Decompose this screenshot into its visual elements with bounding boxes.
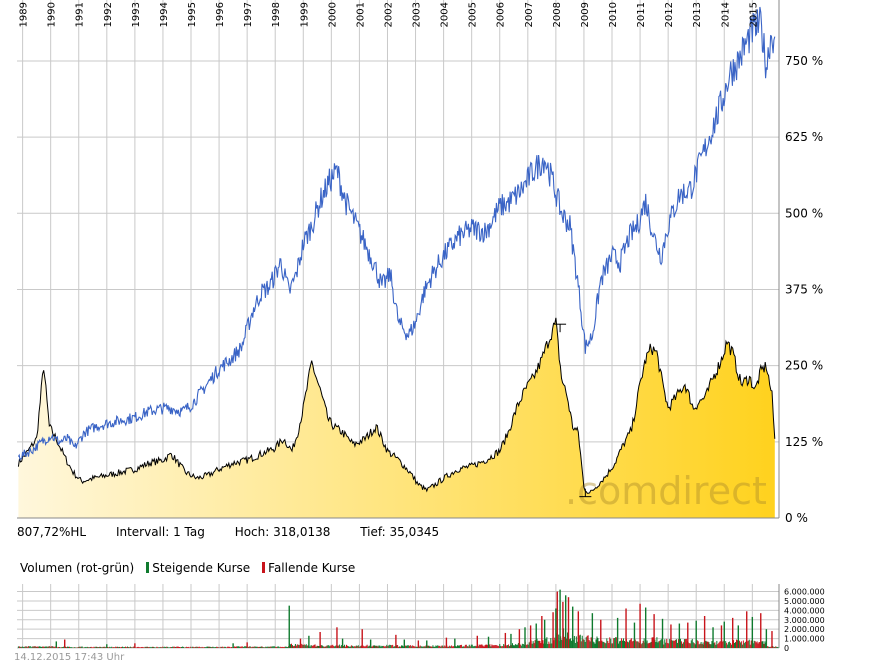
volume-tick-label: 6.000.000	[784, 588, 825, 597]
volume-tick-label: 5.000.000	[784, 597, 825, 606]
y-tick-label: 125 %	[785, 435, 823, 449]
x-tick-label: 1993	[131, 2, 142, 27]
x-tick-label: 2007	[524, 2, 535, 27]
x-tick-label: 1995	[187, 2, 198, 27]
high-value: Hoch: 318,0138	[234, 525, 331, 539]
x-tick-label: 2008	[552, 2, 563, 27]
chart-info-row: 807,72%HL Intervall: 1 Tag Hoch: 318,013…	[17, 525, 465, 539]
x-tick-label: 1997	[243, 2, 254, 27]
x-tick-label: 1999	[299, 2, 310, 27]
x-tick-label: 2012	[664, 2, 675, 27]
x-tick-label: 2010	[608, 2, 619, 27]
x-tick-label: 2004	[440, 2, 451, 27]
x-tick-label: 1994	[159, 2, 170, 27]
volume-title: Volumen (rot-grün)	[20, 561, 135, 575]
x-tick-label: 2006	[496, 2, 507, 27]
timestamp: 14.12.2015 17:43 Uhr	[14, 652, 125, 663]
x-tick-label: 2005	[468, 2, 479, 27]
x-tick-label: 2009	[580, 2, 591, 27]
x-tick-label: 2002	[383, 2, 394, 27]
low-value: Tief: 35,0345	[360, 525, 440, 539]
x-tick-label: 2013	[692, 2, 703, 27]
y-tick-label: 250 %	[785, 359, 823, 373]
rising-marker	[146, 562, 150, 573]
volume-chart: 6.000.0005.000.0004.000.0003.000.0002.00…	[17, 584, 825, 652]
index-line	[17, 6, 776, 461]
price-line	[17, 317, 776, 494]
x-tick-label: 2000	[327, 2, 338, 27]
price-area-fill	[18, 317, 775, 518]
x-tick-label: 1998	[271, 2, 282, 27]
falling-label: Fallende Kurse	[268, 561, 356, 575]
x-tick-label: 2001	[355, 2, 366, 27]
volume-tick-label: 3.000.000	[784, 616, 825, 625]
x-tick-label: 2014	[720, 2, 731, 27]
y-tick-label: 625 %	[785, 130, 823, 144]
x-tick-label: 1990	[47, 2, 58, 27]
interval-value: Intervall: 1 Tag	[115, 525, 205, 539]
y-tick-label: 375 %	[785, 282, 823, 296]
y-tick-label: 0 %	[785, 511, 808, 522]
rising-label: Steigende Kurse	[152, 561, 251, 575]
y-tick-label: 500 %	[785, 206, 823, 220]
volume-tick-label: 0	[784, 644, 789, 652]
price-chart: .comdirect 0 % 125 % 250 % 375 % 500 % 625 % 7…	[17, 0, 823, 522]
x-tick-label: 1992	[103, 2, 114, 27]
x-tick-label: 1991	[75, 2, 86, 27]
x-tick-label: 1996	[215, 2, 226, 27]
x-tick-label: 2003	[412, 2, 423, 27]
x-tick-label: 2015	[748, 2, 759, 27]
x-tick-label: 1989	[19, 2, 30, 27]
volume-tick-label: 1.000.000	[784, 635, 825, 644]
volume-legend: Volumen (rot-grün) Steigende Kurse Fallend…	[20, 561, 355, 575]
falling-marker	[262, 562, 266, 573]
volume-tick-label: 2.000.000	[784, 625, 825, 634]
watermark-text: .comdirect	[565, 469, 767, 513]
x-tick-label: 2011	[636, 2, 647, 27]
volume-tick-label: 4.000.000	[784, 606, 825, 615]
last-value: 807,72%HL	[17, 525, 87, 539]
y-tick-label: 750 %	[785, 54, 823, 68]
